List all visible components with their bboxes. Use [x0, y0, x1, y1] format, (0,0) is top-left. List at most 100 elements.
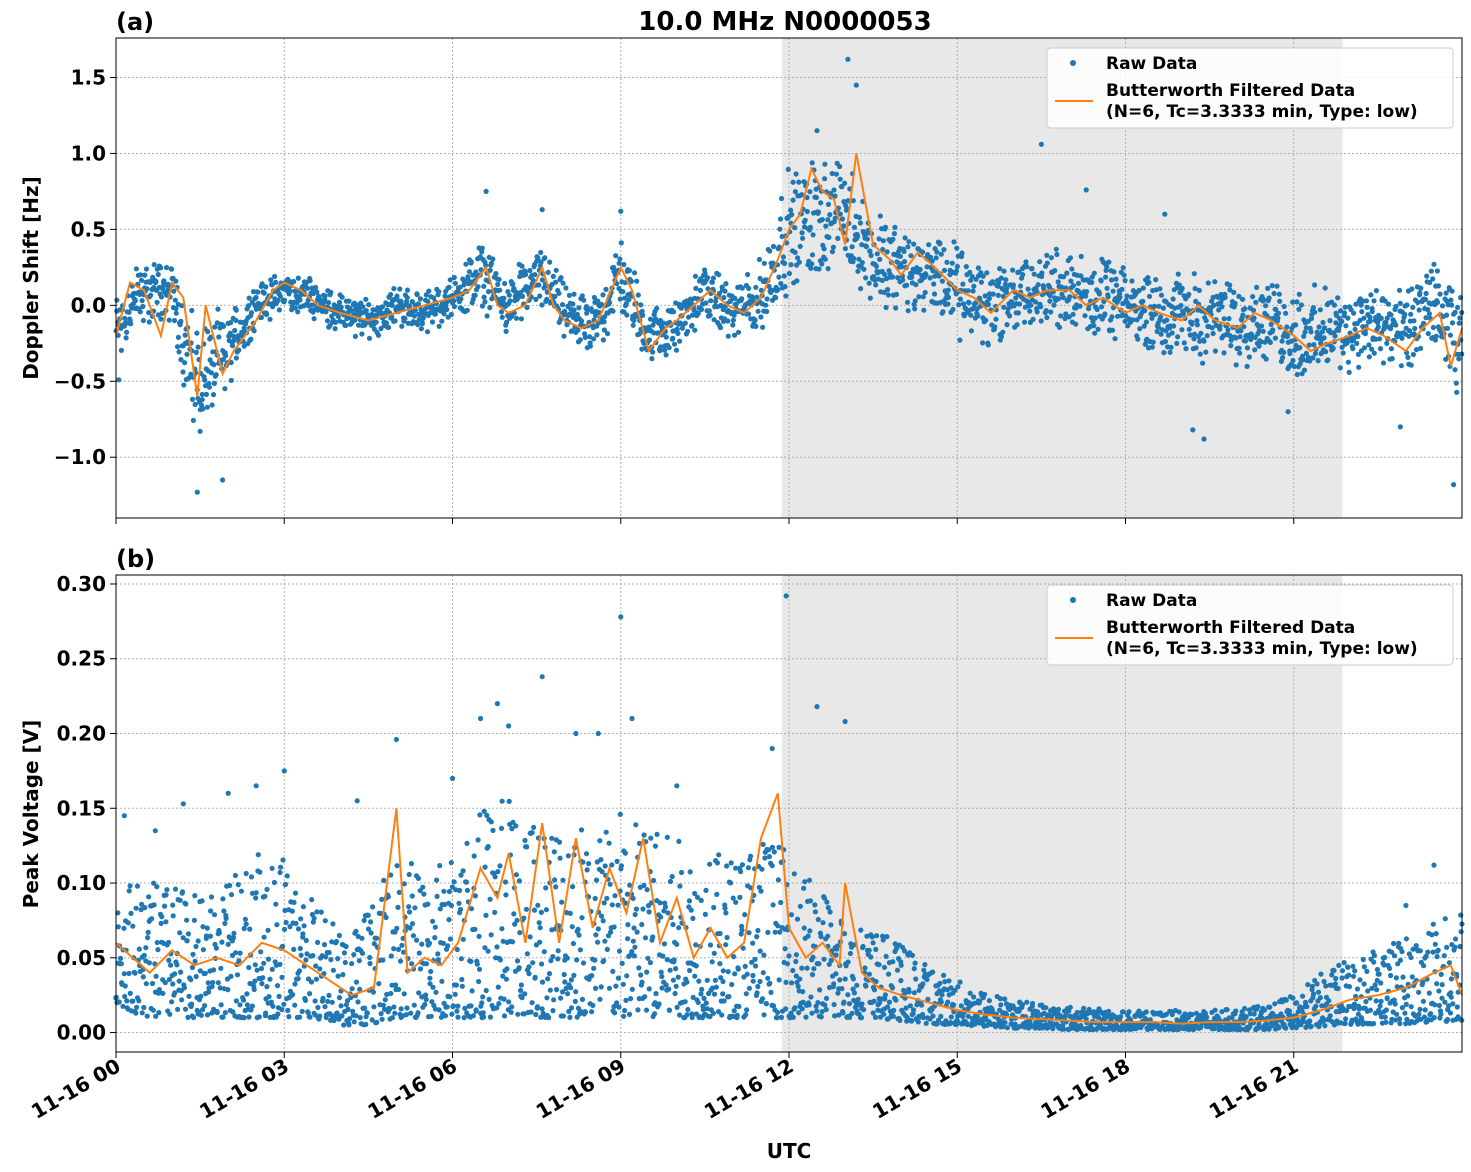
raw-data-point	[882, 224, 889, 230]
raw-data-point	[142, 905, 148, 911]
raw-data-point	[447, 936, 453, 942]
raw-data-point	[755, 308, 761, 314]
raw-data-point	[484, 313, 490, 319]
raw-data-point	[357, 986, 363, 993]
raw-data-point	[1082, 313, 1088, 319]
raw-data-point	[313, 976, 319, 982]
raw-data-point	[1457, 315, 1463, 321]
raw-data-point	[750, 940, 756, 946]
raw-data-point	[253, 895, 259, 901]
raw-data-point	[823, 995, 830, 1002]
raw-data-point	[139, 298, 145, 304]
raw-data-point	[158, 294, 164, 300]
raw-data-point	[644, 969, 650, 975]
raw-data-point	[1258, 323, 1265, 329]
raw-data-point	[1368, 292, 1374, 298]
raw-data-point	[676, 925, 682, 931]
raw-data-point	[469, 988, 475, 994]
raw-data-point	[725, 318, 731, 324]
raw-data-point	[457, 284, 463, 290]
raw-data-point	[544, 995, 550, 1001]
raw-data-point	[339, 294, 345, 300]
raw-data-point	[1389, 356, 1395, 362]
raw-data-point	[639, 979, 645, 985]
raw-data-point	[801, 885, 807, 891]
raw-data-point	[626, 297, 632, 303]
raw-data-point	[241, 1015, 247, 1021]
raw-data-point	[490, 256, 496, 262]
raw-data-point	[1380, 360, 1387, 366]
raw-data-point	[613, 983, 619, 989]
raw-data-point	[459, 976, 465, 983]
raw-data-point	[548, 958, 554, 964]
raw-data-point	[173, 305, 179, 312]
raw-data-point	[1444, 325, 1451, 331]
raw-data-point	[374, 312, 380, 318]
raw-data-point	[720, 968, 726, 974]
raw-data-point	[821, 246, 827, 252]
raw-data-point	[1187, 332, 1193, 338]
raw-data-point	[1266, 295, 1272, 301]
raw-data-point	[1155, 324, 1161, 330]
raw-data-point	[393, 982, 399, 988]
raw-data-point	[692, 273, 699, 279]
raw-data-point	[801, 925, 807, 931]
raw-data-point	[146, 310, 152, 316]
raw-data-point	[990, 280, 996, 286]
raw-data-point	[995, 292, 1001, 298]
raw-data-point	[1337, 365, 1343, 371]
raw-data-point	[1198, 330, 1204, 336]
raw-data-point	[733, 302, 739, 308]
raw-data-point	[881, 1011, 887, 1017]
raw-data-point	[268, 277, 274, 283]
raw-data-point	[870, 1010, 876, 1016]
raw-data-point	[912, 306, 918, 312]
raw-data-point	[1179, 327, 1185, 333]
raw-data-point	[485, 948, 491, 954]
raw-data-point	[176, 978, 182, 984]
raw-data-point	[567, 910, 573, 917]
raw-data-point	[334, 1010, 340, 1016]
panel-a-x-ticks	[115, 518, 1295, 524]
raw-data-point	[781, 260, 788, 266]
raw-data-point	[514, 958, 521, 964]
raw-data-point	[162, 903, 168, 909]
raw-data-point	[262, 893, 268, 899]
raw-data-point	[488, 932, 494, 938]
raw-data-point	[465, 276, 471, 282]
raw-data-point	[818, 1014, 824, 1020]
raw-data-point	[432, 311, 438, 317]
raw-data-point	[414, 292, 420, 298]
raw-data-point	[276, 993, 282, 1000]
raw-data-point	[616, 948, 623, 954]
raw-data-point	[890, 1013, 897, 1019]
raw-data-point	[388, 990, 394, 997]
raw-data-point	[673, 347, 680, 353]
raw-data-point	[730, 895, 736, 901]
raw-data-point	[855, 234, 861, 240]
raw-data-point	[945, 294, 952, 300]
raw-data-point	[481, 808, 487, 814]
raw-data-point	[132, 970, 138, 976]
raw-data-point	[493, 271, 499, 277]
raw-data-point	[279, 974, 285, 980]
raw-data-point	[954, 245, 960, 251]
raw-data-point	[595, 939, 601, 945]
raw-data-point	[1437, 291, 1443, 297]
raw-data-point	[750, 978, 756, 984]
raw-data-point	[448, 311, 454, 318]
raw-data-point	[822, 256, 828, 262]
raw-data-point	[1062, 315, 1068, 322]
raw-data-point	[1277, 298, 1283, 304]
raw-data-point	[902, 235, 908, 241]
raw-data-point	[1256, 328, 1262, 334]
raw-data-point	[786, 270, 793, 277]
raw-data-point	[453, 982, 459, 988]
raw-data-point	[279, 1006, 285, 1013]
raw-data-point	[661, 347, 668, 353]
raw-data-point	[564, 955, 570, 961]
raw-data-point	[720, 978, 726, 985]
raw-data-point	[523, 271, 529, 278]
raw-data-point	[677, 338, 683, 344]
raw-data-point	[206, 989, 212, 995]
